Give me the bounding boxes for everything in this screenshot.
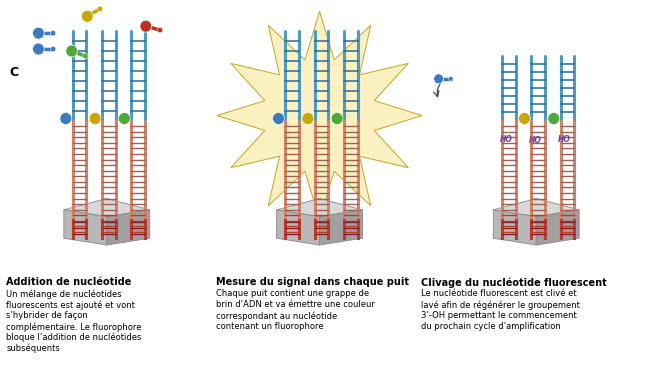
Circle shape (97, 6, 103, 11)
Text: brin d’ADN et va émettre une couleur: brin d’ADN et va émettre une couleur (216, 300, 375, 309)
Circle shape (140, 20, 151, 32)
Polygon shape (277, 198, 362, 217)
Polygon shape (319, 210, 362, 245)
Text: complémentaire. Le fluorophore: complémentaire. Le fluorophore (7, 322, 142, 332)
Text: lavé afin de régénérer le groupement: lavé afin de régénérer le groupement (421, 300, 580, 310)
Polygon shape (536, 210, 579, 245)
Text: Clivage du nucléotide fluorescent: Clivage du nucléotide fluorescent (421, 277, 607, 288)
Text: 3’-OH permettant le commencement: 3’-OH permettant le commencement (421, 311, 577, 320)
Circle shape (33, 27, 44, 39)
Text: HO: HO (529, 136, 542, 146)
Polygon shape (493, 198, 579, 217)
Text: Un mélange de nucléotides: Un mélange de nucléotides (7, 289, 122, 299)
Text: Le nucléotide fluorescent est clivé et: Le nucléotide fluorescent est clivé et (421, 289, 577, 298)
Text: fluorescents est ajouté et vont: fluorescents est ajouté et vont (7, 300, 135, 310)
Polygon shape (217, 11, 422, 220)
Circle shape (60, 113, 72, 124)
Text: correspondant au nucléotide: correspondant au nucléotide (216, 311, 338, 321)
Text: subséquents: subséquents (7, 344, 60, 353)
Text: HO: HO (500, 135, 513, 144)
Text: bloque l’addition de nucléotides: bloque l’addition de nucléotides (7, 333, 142, 342)
Text: Chaque puit contient une grappe de: Chaque puit contient une grappe de (216, 289, 369, 298)
Text: Mesure du signal dans chaque puit: Mesure du signal dans chaque puit (216, 277, 409, 287)
Circle shape (66, 45, 78, 57)
Polygon shape (64, 198, 150, 217)
Circle shape (50, 46, 56, 52)
Polygon shape (277, 210, 319, 245)
Circle shape (518, 113, 530, 124)
Text: HO: HO (558, 135, 571, 144)
Text: s’hybrider de façon: s’hybrider de façon (7, 311, 88, 320)
Circle shape (89, 113, 101, 124)
Circle shape (118, 113, 130, 124)
Circle shape (548, 113, 560, 124)
Circle shape (273, 113, 285, 124)
Circle shape (82, 10, 93, 22)
Polygon shape (64, 210, 107, 245)
Circle shape (331, 113, 343, 124)
Polygon shape (493, 210, 536, 245)
Circle shape (434, 74, 443, 84)
Text: Addition de nucléotide: Addition de nucléotide (7, 277, 132, 287)
Circle shape (83, 53, 88, 59)
Circle shape (449, 77, 453, 81)
Circle shape (302, 113, 313, 124)
Circle shape (157, 27, 163, 33)
Text: du prochain cycle d’amplification: du prochain cycle d’amplification (421, 322, 561, 331)
Circle shape (33, 43, 44, 55)
Polygon shape (107, 210, 150, 245)
Text: C: C (9, 66, 18, 79)
Text: contenant un fluorophore: contenant un fluorophore (216, 322, 324, 331)
Circle shape (50, 31, 56, 36)
